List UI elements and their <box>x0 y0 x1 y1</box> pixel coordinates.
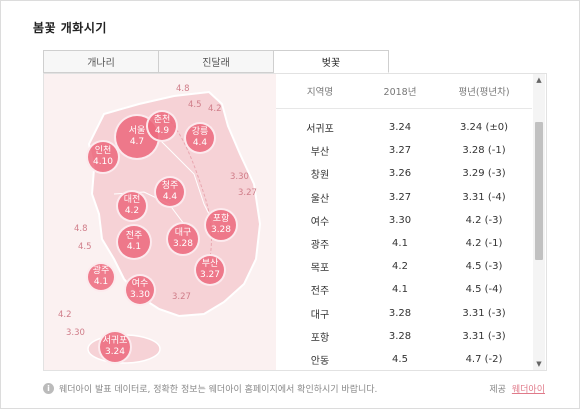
table-row: 대구 3.28 3.31 (-3) <box>310 307 506 321</box>
map-label: 4.5 <box>188 100 202 110</box>
bubble-gwangju: 광주 4.1 <box>86 262 116 292</box>
table-row: 울산 3.27 3.31 (-4) <box>310 191 506 205</box>
header-region: 지역명 <box>306 87 334 98</box>
content-panel: 서울 4.7 춘천 4.9 강릉 4.4 인천 4.10 청주 4.4 대전 4.2 전주 4… <box>43 73 547 371</box>
footer-note-text: 웨더아이 발표 데이터로, 정확한 정보는 웨더아이 홈페이지에서 확인하시기 … <box>59 385 378 395</box>
source-label: 제공 <box>489 385 506 395</box>
map-label: 3.27 <box>172 292 191 302</box>
bubble-busan: 부산 3.27 <box>194 254 226 286</box>
bloom-table: 지역명 2018년 평년(평년차) 서귀포 3.24 3.24 (±0) 부산 3.2… <box>276 74 546 370</box>
bubble-jeonju: 전주 4.1 <box>116 224 152 260</box>
bubble-cheongju: 청주 4.4 <box>154 176 186 208</box>
table-scrollbar[interactable]: ▲ ▼ <box>533 74 545 370</box>
table-row: 창원 3.26 3.29 (-3) <box>310 168 506 182</box>
bubble-daejeon: 대전 4.2 <box>116 190 148 222</box>
table-row: 안동 4.5 4.7 (-2) <box>310 353 503 367</box>
table-header: 지역명 2018년 평년(평년차) <box>276 74 532 109</box>
bubble-yeosu: 여수 3.30 <box>124 274 156 306</box>
widget-title: 봄꽃 개화시기 <box>33 21 107 35</box>
table-row: 서귀포 3.24 3.24 (±0) <box>306 122 508 136</box>
map-label: 3.30 <box>230 172 249 182</box>
table-row: 부산 3.27 3.28 (-1) <box>310 145 506 159</box>
map-label: 3.30 <box>66 328 85 338</box>
bubble-pohang: 포항 3.28 <box>204 208 238 242</box>
bubble-chuncheon: 춘천 4.9 <box>146 110 178 142</box>
tab-cherry-blossom[interactable]: 벚꽃 <box>274 50 389 73</box>
map-label: 3.27 <box>238 188 257 198</box>
header-2018: 2018년 <box>383 87 417 98</box>
map-label: 4.2 <box>208 104 222 114</box>
header-normal: 평년(평년차) <box>458 87 510 98</box>
info-icon: i <box>43 383 54 394</box>
tab-forsythia[interactable]: 개나리 <box>43 50 159 73</box>
map-label: 4.5 <box>78 242 92 252</box>
table-row: 전주 4.1 4.5 (-4) <box>310 284 503 298</box>
flower-tabs: 개나리 진달래 벚꽃 <box>43 50 389 73</box>
table-row: 여수 3.30 4.2 (-3) <box>310 214 503 228</box>
bubble-seogwipo: 서귀포 3.24 <box>98 330 132 364</box>
table-row: 포항 3.28 3.31 (-3) <box>310 330 506 344</box>
bubble-daegu: 대구 3.28 <box>166 222 200 256</box>
table-body: 서귀포 3.24 3.24 (±0) 부산 3.27 3.28 (-1) 창원 3.26 3… <box>276 116 532 370</box>
scroll-down-arrow-icon[interactable]: ▼ <box>536 360 542 368</box>
bubble-gangneung: 강릉 4.4 <box>184 122 216 154</box>
tab-azalea[interactable]: 진달래 <box>159 50 274 73</box>
footer-note: i 웨더아이 발표 데이터로, 정확한 정보는 웨더아이 홈페이지에서 확인하시… <box>43 382 377 395</box>
bubble-incheon: 인천 4.10 <box>86 140 120 174</box>
source-credit: 제공 웨더아이 <box>489 382 545 395</box>
map-label: 4.8 <box>176 84 190 94</box>
scroll-up-arrow-icon[interactable]: ▲ <box>536 76 542 84</box>
map-label: 4.8 <box>74 224 88 234</box>
map-label: 4.2 <box>58 310 72 320</box>
korea-map: 서울 4.7 춘천 4.9 강릉 4.4 인천 4.10 청주 4.4 대전 4.2 전주 4… <box>44 74 276 370</box>
scrollbar-thumb[interactable] <box>535 122 543 260</box>
table-row: 광주 4.1 4.2 (-1) <box>310 238 503 252</box>
source-link[interactable]: 웨더아이 <box>511 385 545 395</box>
table-row: 목포 4.2 4.5 (-3) <box>310 261 503 275</box>
